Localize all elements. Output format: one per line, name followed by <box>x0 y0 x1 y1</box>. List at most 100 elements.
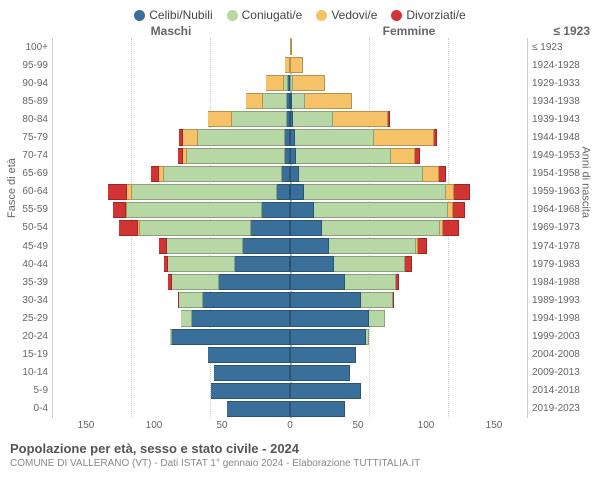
pyramid-row <box>290 147 527 165</box>
pyramid-row <box>53 382 290 400</box>
pyramid-row <box>53 328 290 346</box>
bar-segment <box>290 238 329 254</box>
bar-segment <box>183 129 199 145</box>
age-label: 35-39 <box>10 273 52 291</box>
pyramid-row <box>290 382 527 400</box>
x-axis: 15010050050100150 <box>10 420 590 431</box>
pyramid-row <box>290 74 527 92</box>
pyramid-row <box>290 237 527 255</box>
bar-segment <box>290 329 366 345</box>
bar-segment <box>305 93 352 109</box>
bar-segment <box>172 274 219 290</box>
bar-segment <box>208 111 232 127</box>
bar-segment <box>290 401 345 417</box>
birth-year-label: ≤ 1923 <box>528 38 590 56</box>
age-label: 40-44 <box>10 255 52 273</box>
age-label: 75-79 <box>10 128 52 146</box>
population-pyramid-chart: Celibi/NubiliConiugati/eVedovi/eDivorzia… <box>0 0 600 500</box>
bar-segment <box>418 238 427 254</box>
bar-segment <box>282 166 290 182</box>
bar-segment <box>439 166 447 182</box>
bar-segment <box>290 166 299 182</box>
bar-segment <box>405 256 411 272</box>
bars-area <box>52 38 528 418</box>
bar-segment <box>246 93 263 109</box>
chart-title: Popolazione per età, sesso e stato civil… <box>10 441 590 456</box>
pyramid-row <box>53 201 290 219</box>
bar-segment <box>393 292 395 308</box>
pyramid-row <box>53 147 290 165</box>
pyramid-row <box>290 110 527 128</box>
birth-year-label: 1929-1933 <box>528 74 590 92</box>
age-label: 90-94 <box>10 74 52 92</box>
bar-segment <box>243 238 290 254</box>
pyramid-row <box>290 219 527 237</box>
bar-segment <box>290 220 322 236</box>
bar-segment <box>262 202 290 218</box>
legend: Celibi/NubiliConiugati/eVedovi/eDivorzia… <box>10 8 590 22</box>
bar-segment <box>296 148 391 164</box>
x-tick: 0 <box>256 420 324 431</box>
y-axis-title-left: Fasce di età <box>6 158 18 218</box>
bar-segment <box>314 202 448 218</box>
birth-year-label: 2004-2008 <box>528 346 590 364</box>
pyramid-row <box>53 56 290 74</box>
pyramid-row <box>53 364 290 382</box>
legend-label: Vedovi/e <box>331 8 377 22</box>
x-tick: 100 <box>392 420 460 431</box>
bar-segment <box>266 75 283 91</box>
bar-segment <box>322 220 441 236</box>
bar-segment <box>113 202 126 218</box>
legend-dot-icon <box>134 10 145 21</box>
age-label: 10-14 <box>10 364 52 382</box>
pyramid-row <box>53 38 290 56</box>
bar-segment <box>181 310 192 326</box>
bar-segment <box>329 238 416 254</box>
age-label: 100+ <box>10 38 52 56</box>
bar-segment <box>208 347 290 363</box>
birth-year-label: 1944-1948 <box>528 128 590 146</box>
pyramid-row <box>290 38 527 56</box>
bar-segment <box>159 238 167 254</box>
bar-segment <box>374 129 434 145</box>
birth-year-label: 1924-1928 <box>528 56 590 74</box>
birth-year-label: 2009-2013 <box>528 364 590 382</box>
pyramid-row <box>53 74 290 92</box>
birth-year-label: 1934-1938 <box>528 92 590 110</box>
pyramid-row <box>53 92 290 110</box>
pyramid-row <box>290 291 527 309</box>
legend-item: Vedovi/e <box>316 8 377 22</box>
bar-segment <box>172 329 291 345</box>
bar-segment <box>366 329 369 345</box>
x-tick: 150 <box>52 420 120 431</box>
age-label: 15-19 <box>10 346 52 364</box>
legend-label: Celibi/Nubili <box>149 8 212 22</box>
header-birth-top: ≤ 1923 <box>528 24 590 38</box>
age-label: 45-49 <box>10 237 52 255</box>
pyramid-row <box>290 364 527 382</box>
legend-item: Divorziati/e <box>391 8 465 22</box>
birth-year-label: 1974-1978 <box>528 237 590 255</box>
bar-segment <box>290 184 304 200</box>
birth-year-label: 1999-2003 <box>528 328 590 346</box>
bar-segment <box>415 148 420 164</box>
bar-segment <box>292 93 305 109</box>
pyramid-row <box>290 309 527 327</box>
pyramid-row <box>290 328 527 346</box>
bar-segment <box>391 148 415 164</box>
chart-subtitle: COMUNE DI VALLERANO (VT) - Dati ISTAT 1°… <box>10 458 590 469</box>
plot-area: Fasce di età 100+95-9990-9485-8980-8475-… <box>10 38 590 418</box>
birth-year-label: 1939-1943 <box>528 110 590 128</box>
bar-segment <box>164 166 283 182</box>
bar-segment <box>108 184 127 200</box>
pyramid-row <box>53 273 290 291</box>
bar-segment <box>369 310 385 326</box>
birth-year-labels: ≤ 19231924-19281929-19331934-19381939-19… <box>528 38 590 418</box>
birth-year-label: 1994-1998 <box>528 309 590 327</box>
legend-dot-icon <box>316 10 327 21</box>
bar-segment <box>446 184 454 200</box>
bar-segment <box>151 166 159 182</box>
bar-segment <box>232 111 287 127</box>
bar-segment <box>119 220 138 236</box>
bar-segment <box>290 383 361 399</box>
